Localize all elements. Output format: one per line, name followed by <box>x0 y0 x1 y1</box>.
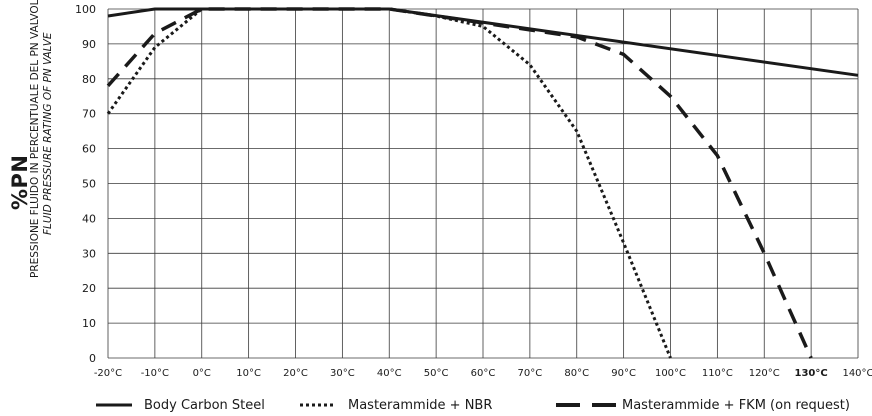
y-tick-label: 90 <box>82 38 96 51</box>
y-tick-label: 100 <box>75 3 96 16</box>
legend-label: Masterammide + NBR <box>348 397 493 413</box>
legend: Body Carbon Steel Masterammide + NBR Mas… <box>0 396 872 416</box>
x-tick-label: 120°C <box>749 368 780 379</box>
legend-item-nbr: Masterammide + NBR <box>300 396 492 414</box>
x-tick-label: 30°C <box>330 368 355 379</box>
x-tick-label: 110°C <box>702 368 733 379</box>
x-tick-label: 10°C <box>236 368 261 379</box>
legend-swatch-solid <box>96 403 132 407</box>
y-tick-label: 10 <box>82 317 96 330</box>
legend-item-fkm: Masterammide + FKM (on request) <box>556 396 850 414</box>
x-tick-label: 140°C <box>842 368 872 379</box>
y-tick-label: 20 <box>82 282 96 295</box>
y-tick-label: 70 <box>82 108 96 121</box>
x-tick-label: 20°C <box>283 368 308 379</box>
x-tick-label: 0°C <box>193 368 211 379</box>
x-tick-label: 70°C <box>518 368 543 379</box>
legend-swatch-dashed <box>556 403 616 407</box>
x-tick-label: 40°C <box>377 368 402 379</box>
x-tick-label: 90°C <box>611 368 636 379</box>
legend-label: Masterammide + FKM (on request) <box>622 397 850 413</box>
x-tick-label: 130°C <box>795 368 828 379</box>
x-tick-label: 80°C <box>564 368 589 379</box>
x-tick-label: -20°C <box>94 368 122 379</box>
y-tick-label: 30 <box>82 247 96 260</box>
legend-swatch-dotted <box>300 403 336 407</box>
x-tick-label: -10°C <box>141 368 169 379</box>
x-tick-label: 100°C <box>655 368 686 379</box>
x-tick-label: 60°C <box>471 368 496 379</box>
legend-item-body-carbon-steel: Body Carbon Steel <box>96 396 265 414</box>
x-tick-label: 50°C <box>424 368 449 379</box>
plot-area: 0 10 20 30 40 50 60 70 80 90 100 -20°C -10°C 0°C 10°C 2… <box>75 3 872 379</box>
y-tick-label: 60 <box>82 143 96 156</box>
legend-label: Body Carbon Steel <box>144 397 265 413</box>
y-tick-label: 50 <box>82 178 96 191</box>
y-tick-label: 0 <box>89 352 96 365</box>
series-line-dashed <box>106 7 813 359</box>
y-tick-label: 80 <box>82 73 96 86</box>
y-tick-label: 40 <box>82 212 96 225</box>
